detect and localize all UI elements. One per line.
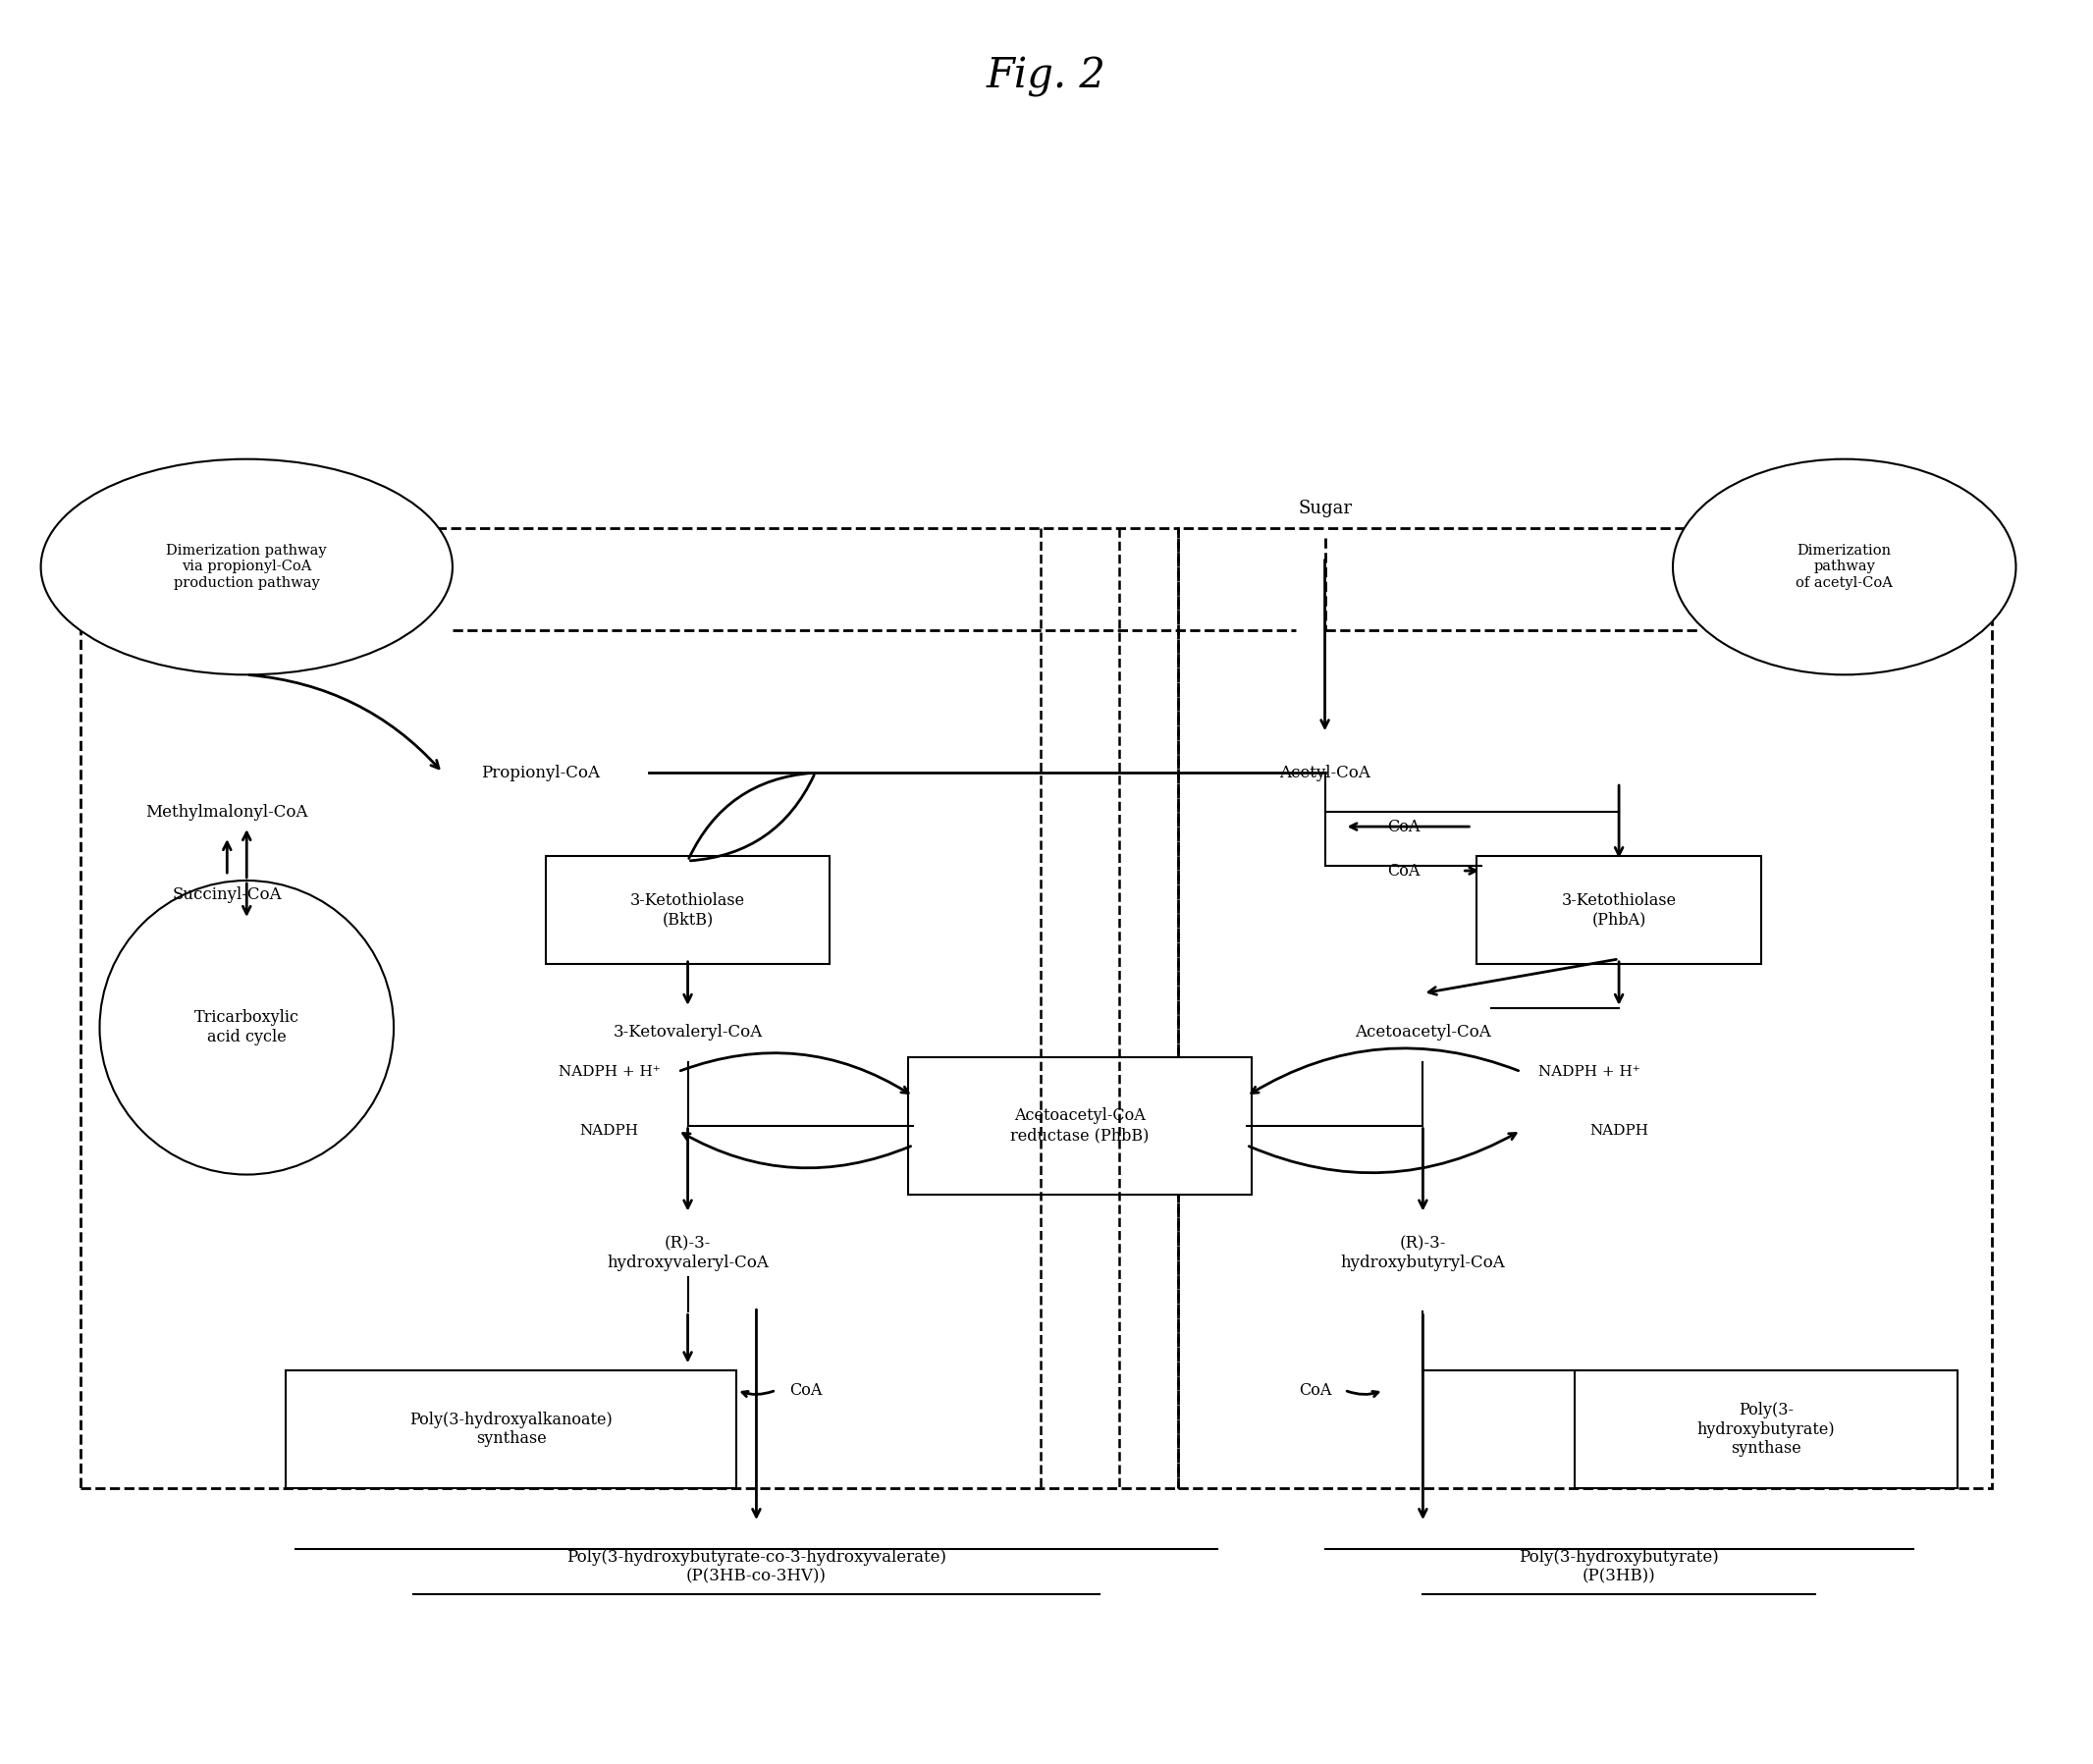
Text: Acetyl-CoA: Acetyl-CoA (1279, 764, 1371, 781)
Text: NADPH: NADPH (1589, 1124, 1649, 1138)
FancyBboxPatch shape (546, 856, 831, 963)
Text: 3-Ketovaleryl-CoA: 3-Ketovaleryl-CoA (613, 1025, 762, 1041)
Text: CoA: CoA (1388, 863, 1419, 878)
Text: (R)-3-
hydroxybutyryl-CoA: (R)-3- hydroxybutyryl-CoA (1340, 1235, 1505, 1270)
Text: NADPH + H⁺: NADPH + H⁺ (559, 1065, 659, 1078)
FancyBboxPatch shape (1478, 856, 1760, 963)
Text: Propionyl-CoA: Propionyl-CoA (481, 764, 601, 781)
Ellipse shape (42, 459, 452, 674)
Text: Poly(3-hydroxyalkanoate)
synthase: Poly(3-hydroxyalkanoate) synthase (410, 1411, 613, 1446)
Text: (R)-3-
hydroxyvaleryl-CoA: (R)-3- hydroxyvaleryl-CoA (607, 1235, 768, 1270)
Text: Methylmalonyl-CoA: Methylmalonyl-CoA (147, 804, 308, 820)
Text: NADPH + H⁺: NADPH + H⁺ (1538, 1065, 1641, 1078)
Bar (1178, 527, 1990, 1489)
Text: Sugar: Sugar (1298, 499, 1352, 517)
Ellipse shape (1672, 459, 2016, 674)
Text: Acetoacetyl-CoA: Acetoacetyl-CoA (1354, 1025, 1490, 1041)
Text: CoA: CoA (1388, 818, 1419, 834)
Text: Fig. 2: Fig. 2 (986, 56, 1107, 97)
FancyBboxPatch shape (1574, 1371, 1957, 1489)
Bar (80, 527, 1178, 1489)
Text: CoA: CoA (1298, 1381, 1331, 1399)
Text: Dimerization pathway
via propionyl-CoA
production pathway: Dimerization pathway via propionyl-CoA p… (165, 543, 327, 589)
FancyBboxPatch shape (908, 1057, 1252, 1194)
Text: Poly(3-hydroxybutyrate-co-3-hydroxyvalerate)
(P(3HB-co-3HV)): Poly(3-hydroxybutyrate-co-3-hydroxyvaler… (567, 1549, 946, 1584)
Text: 3-Ketothiolase
(BktB): 3-Ketothiolase (BktB) (630, 893, 745, 928)
Text: Poly(3-
hydroxybutyrate)
synthase: Poly(3- hydroxybutyrate) synthase (1697, 1402, 1836, 1457)
FancyBboxPatch shape (287, 1371, 737, 1489)
Text: NADPH: NADPH (580, 1124, 638, 1138)
Text: CoA: CoA (789, 1381, 823, 1399)
Text: Tricarboxylic
acid cycle: Tricarboxylic acid cycle (195, 1009, 299, 1046)
Text: Dimerization
pathway
of acetyl-CoA: Dimerization pathway of acetyl-CoA (1796, 543, 1892, 589)
Text: Poly(3-hydroxybutyrate)
(P(3HB)): Poly(3-hydroxybutyrate) (P(3HB)) (1520, 1549, 1718, 1584)
Circle shape (100, 880, 393, 1175)
Text: Acetoacetyl-CoA
reductase (PhbB): Acetoacetyl-CoA reductase (PhbB) (1011, 1108, 1149, 1143)
Text: Succinyl-CoA: Succinyl-CoA (172, 887, 283, 903)
Text: 3-Ketothiolase
(PhbA): 3-Ketothiolase (PhbA) (1561, 893, 1676, 928)
